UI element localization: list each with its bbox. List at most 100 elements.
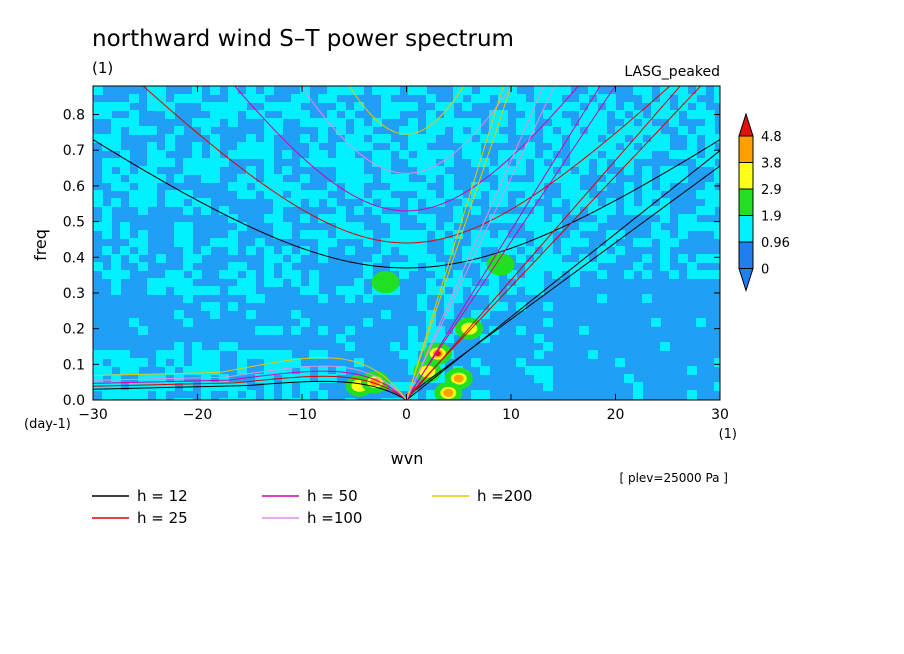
heat-cell: [129, 390, 139, 399]
heat-cell: [678, 86, 688, 95]
heat-cell: [498, 214, 508, 223]
heat-cell: [138, 166, 148, 175]
heat-cell: [147, 94, 157, 103]
heat-cell: [300, 398, 310, 400]
heat-cell: [345, 398, 355, 400]
heat-cell: [237, 94, 247, 103]
heat-cell: [525, 214, 535, 223]
heat-cell: [489, 270, 499, 279]
heat-cell: [201, 390, 211, 399]
heat-cell: [264, 126, 274, 135]
heat-cell: [93, 134, 103, 143]
heat-cell: [597, 166, 607, 175]
heat-cell: [273, 102, 283, 111]
heat-cell: [363, 126, 373, 135]
heat-cell: [111, 134, 121, 143]
heat-cell: [417, 134, 427, 143]
heat-cell: [336, 158, 346, 167]
heat-cell: [102, 222, 112, 231]
heat-cell: [228, 398, 238, 400]
heat-cell: [552, 198, 562, 207]
heat-cell: [192, 118, 202, 127]
heat-cell: [525, 118, 535, 127]
heat-cell: [390, 86, 400, 95]
heat-cell: [246, 398, 256, 400]
heat-cell: [138, 382, 148, 391]
heat-cell: [516, 326, 526, 335]
heat-cell: [237, 286, 247, 295]
heat-cell: [390, 198, 400, 207]
heat-cell: [597, 182, 607, 191]
heat-cell: [417, 158, 427, 167]
x-tick-label: 10: [502, 407, 520, 423]
heat-cell: [255, 350, 265, 359]
heat-cell: [534, 334, 544, 343]
heat-cell: [579, 158, 589, 167]
heat-cell: [120, 350, 130, 359]
heat-cell: [237, 262, 247, 271]
heat-cell: [183, 254, 193, 263]
heat-cell: [516, 150, 526, 159]
heat-cell: [714, 198, 720, 207]
heat-cell: [435, 230, 445, 239]
heat-cell: [273, 174, 283, 183]
heat-cell: [471, 286, 481, 295]
heat-cell: [282, 366, 292, 375]
heat-cell: [426, 174, 436, 183]
heat-cell: [687, 142, 697, 151]
heat-cell: [597, 270, 607, 279]
heat-cell: [318, 350, 328, 359]
heat-cell: [345, 246, 355, 255]
heat-cell: [309, 190, 319, 199]
heat-cell: [606, 102, 616, 111]
heat-cell: [282, 270, 292, 279]
heat-spot: [453, 374, 464, 383]
heat-cell: [273, 182, 283, 191]
heat-cell: [570, 190, 580, 199]
heat-cell: [642, 150, 652, 159]
heat-cell: [417, 214, 427, 223]
heat-cell: [336, 206, 346, 215]
heat-cell: [669, 238, 679, 247]
mrg-curve-h100: [93, 365, 407, 400]
heat-cell: [336, 126, 346, 135]
heat-cell: [525, 190, 535, 199]
heat-cell: [345, 230, 355, 239]
heat-cell: [561, 262, 571, 271]
heat-cell: [606, 94, 616, 103]
heat-cell: [597, 158, 607, 167]
heat-cell: [480, 230, 490, 239]
heat-cell: [462, 86, 472, 95]
heat-cell: [390, 214, 400, 223]
heat-cell: [669, 118, 679, 127]
heat-cell: [345, 294, 355, 303]
heat-spot: [443, 388, 454, 397]
heat-cell: [93, 198, 103, 207]
heat-cell: [291, 190, 301, 199]
heat-cell: [183, 262, 193, 271]
heat-cell: [345, 286, 355, 295]
heat-cell: [291, 94, 301, 103]
heat-cell: [255, 294, 265, 303]
heat-cell: [282, 246, 292, 255]
heat-cell: [579, 326, 589, 335]
heat-cell: [255, 326, 265, 335]
heat-cell: [444, 150, 454, 159]
heat-cell: [147, 174, 157, 183]
heat-cell: [444, 278, 454, 287]
heat-cell: [102, 166, 112, 175]
heat-cell: [498, 158, 508, 167]
heat-cell: [174, 126, 184, 135]
heat-cell: [408, 342, 418, 351]
heat-cell: [93, 86, 103, 95]
heat-cell: [669, 270, 679, 279]
heat-cell: [552, 118, 562, 127]
heat-cell: [111, 358, 121, 367]
heat-cell: [111, 142, 121, 151]
heat-cell: [462, 150, 472, 159]
heat-cell: [111, 286, 121, 295]
heat-cell: [615, 246, 625, 255]
heat-cell: [543, 222, 553, 231]
heat-cell: [291, 326, 301, 335]
heat-cell: [498, 150, 508, 159]
